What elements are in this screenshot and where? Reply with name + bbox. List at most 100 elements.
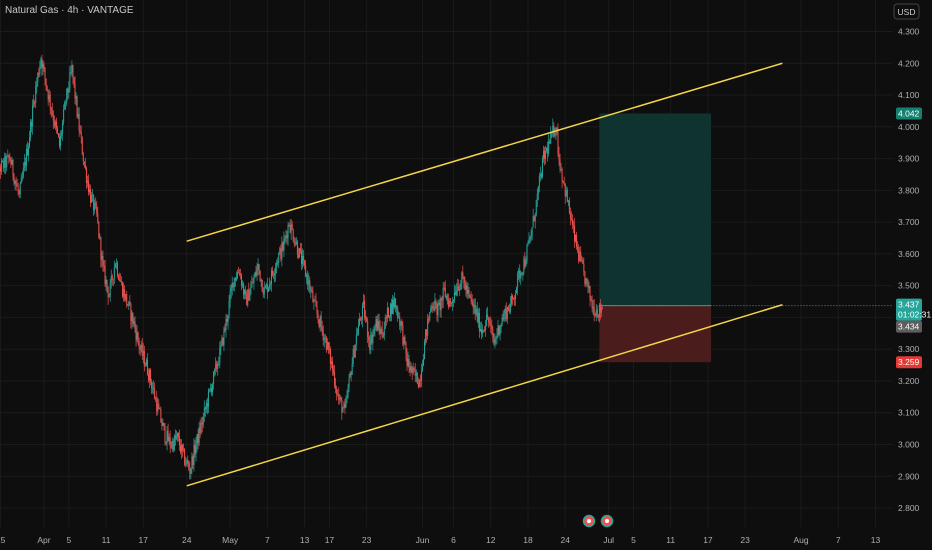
candle-body (6, 156, 8, 168)
channel-lower-line[interactable] (186, 304, 783, 487)
candle-body (288, 225, 290, 226)
candle-body (560, 169, 562, 171)
candle-body (244, 290, 246, 295)
candle-body (597, 315, 599, 318)
candle-body (495, 337, 497, 339)
candle-body (38, 73, 40, 75)
candle-body (12, 159, 14, 176)
candle-body (110, 275, 112, 283)
x-tick-label: 24 (182, 535, 192, 545)
candle-body (589, 286, 591, 299)
candle-body (70, 72, 72, 74)
candle-body (229, 291, 231, 302)
candle-body (245, 290, 247, 295)
candle-body (157, 403, 159, 412)
candle-body (80, 132, 82, 138)
candle-body (411, 366, 413, 374)
candle-body (528, 239, 530, 244)
candle-body (396, 307, 398, 309)
candle-body (239, 274, 241, 276)
candle-body (243, 284, 245, 295)
x-tick-label: 25 (0, 535, 6, 545)
candle-body (578, 250, 580, 261)
candle-body (141, 344, 143, 356)
x-tick-label: Aug (793, 535, 808, 545)
channel-upper-line[interactable] (186, 62, 783, 242)
loss-zone[interactable] (599, 305, 712, 363)
candle-body (427, 319, 429, 336)
candle-body (192, 456, 194, 466)
candle-body (210, 388, 212, 390)
candle-body (405, 341, 407, 354)
candle-body (419, 380, 421, 382)
candle-body (416, 372, 418, 384)
event-icons[interactable] (582, 514, 614, 528)
candle-body (175, 437, 177, 440)
candle-body (470, 297, 472, 300)
candle-body (250, 286, 252, 294)
candle-body (238, 272, 240, 275)
time-axis[interactable]: 25 Apr 5 11 17 24 May 7 13 17 23 Jun 6 12 18 24 Jul 5 11 17… (0, 535, 880, 545)
candle-body (106, 279, 108, 288)
stop-price-tag-text: 3.259 (898, 357, 920, 367)
candle-body (319, 316, 321, 327)
candle-body (415, 372, 417, 376)
candle-body (207, 390, 209, 407)
candle-body (94, 202, 96, 211)
y-tick-label: 4.200 (898, 58, 920, 68)
candle-body (236, 272, 238, 279)
price-axis[interactable]: 4.300 4.200 4.100 4.000 3.900 3.800 3.700 3.600… (893, 0, 932, 527)
currency-button[interactable]: USD (893, 3, 920, 20)
candle-body (498, 325, 500, 335)
chart-title: Natural Gas · 4h · VANTAGE (5, 5, 134, 16)
candle-body (540, 174, 542, 178)
candle-body (32, 105, 34, 127)
candle-body (523, 258, 525, 273)
candle-body (572, 224, 574, 226)
candle-body (413, 367, 415, 371)
dividends-icon[interactable] (600, 514, 614, 528)
candle-body (132, 312, 134, 324)
profit-zone[interactable] (599, 113, 712, 306)
candle-body (450, 302, 452, 304)
candle-body (590, 298, 592, 301)
candle-body (556, 127, 558, 131)
stop-price-tag-bg (896, 356, 922, 369)
earnings-icon[interactable] (582, 514, 596, 528)
channel-lines[interactable] (186, 62, 783, 487)
candle-body (97, 212, 99, 222)
candle-body (281, 242, 283, 260)
candle-body (162, 422, 164, 426)
last-price-tag-bg (896, 298, 922, 321)
candle-body (476, 309, 478, 322)
candle-body (350, 373, 352, 375)
candle-body (124, 288, 126, 300)
candle-body (571, 219, 573, 225)
candle-body (2, 160, 4, 162)
candle-body (56, 127, 58, 134)
candle-body (497, 325, 499, 336)
candle-body (368, 337, 370, 341)
candle-body (19, 183, 21, 195)
candle-body (522, 272, 524, 274)
candle-body (280, 248, 282, 260)
x-tick-label: Jul (603, 535, 614, 545)
candle-body (340, 397, 342, 400)
x-tick-label: 23 (362, 535, 372, 545)
candle-body (517, 273, 519, 288)
candle-body (293, 240, 295, 245)
candle-body (328, 348, 330, 350)
candle-body (24, 162, 26, 166)
candle-body (77, 113, 79, 117)
candle-body (349, 373, 351, 378)
candle-body (322, 330, 324, 341)
position-zones[interactable] (599, 113, 893, 363)
candle-body (197, 434, 199, 444)
candle-body (120, 280, 122, 282)
candle-body (521, 272, 523, 274)
candle-body (534, 215, 536, 221)
candle-body (585, 278, 587, 284)
candle-body (434, 300, 436, 311)
